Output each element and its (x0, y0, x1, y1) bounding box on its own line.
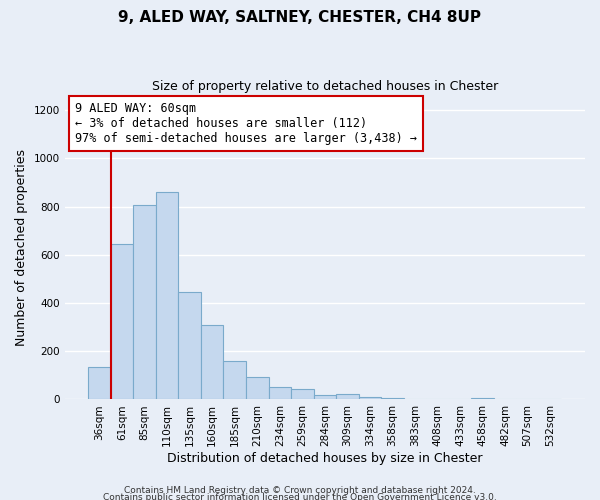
Text: 9, ALED WAY, SALTNEY, CHESTER, CH4 8UP: 9, ALED WAY, SALTNEY, CHESTER, CH4 8UP (119, 10, 482, 25)
Title: Size of property relative to detached houses in Chester: Size of property relative to detached ho… (152, 80, 498, 93)
Text: Contains public sector information licensed under the Open Government Licence v3: Contains public sector information licen… (103, 494, 497, 500)
Bar (291, 390, 314, 400)
Bar (178, 292, 201, 400)
Bar (111, 244, 133, 400)
Bar (359, 397, 381, 400)
Bar (201, 324, 223, 400)
Bar (539, 398, 562, 400)
Bar (246, 376, 269, 400)
Bar (156, 192, 178, 400)
Bar (314, 395, 336, 400)
Bar (381, 398, 404, 400)
Bar (223, 361, 246, 400)
Bar (471, 398, 494, 400)
Bar (133, 206, 156, 400)
X-axis label: Distribution of detached houses by size in Chester: Distribution of detached houses by size … (167, 452, 482, 465)
Y-axis label: Number of detached properties: Number of detached properties (15, 149, 28, 346)
Bar (88, 367, 111, 400)
Text: 9 ALED WAY: 60sqm
← 3% of detached houses are smaller (112)
97% of semi-detached: 9 ALED WAY: 60sqm ← 3% of detached house… (75, 102, 417, 144)
Bar (336, 394, 359, 400)
Text: Contains HM Land Registry data © Crown copyright and database right 2024.: Contains HM Land Registry data © Crown c… (124, 486, 476, 495)
Bar (269, 387, 291, 400)
